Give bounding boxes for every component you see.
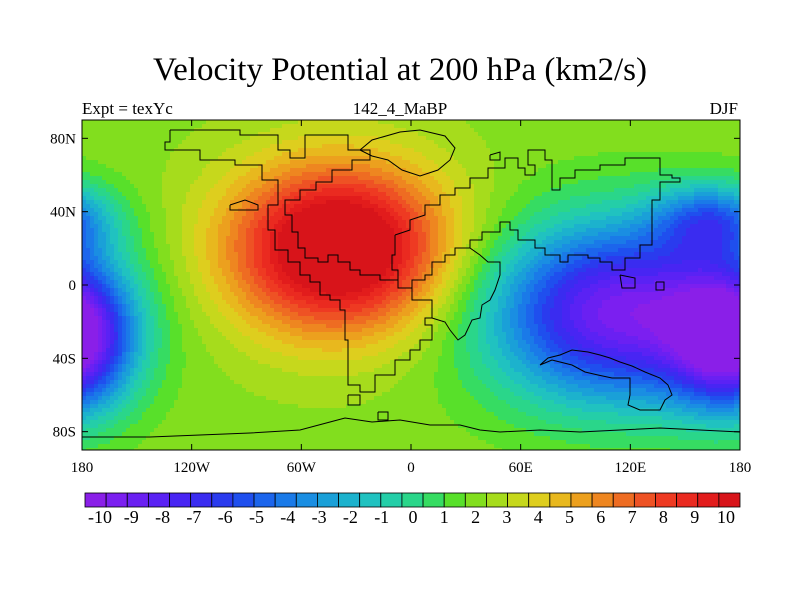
colorbar-swatch <box>295 492 318 508</box>
colorbar-label: 1 <box>440 507 449 527</box>
colorbar-label: 0 <box>409 507 418 527</box>
colorbar-swatch <box>84 492 107 508</box>
colorbar-label: -1 <box>374 507 389 527</box>
colorbar-swatch <box>380 492 403 508</box>
filled-contour-field <box>82 120 740 450</box>
colorbar-swatch <box>718 492 741 508</box>
island-outline-b <box>229 199 259 211</box>
island-outline-e <box>377 411 389 421</box>
colorbar-swatch <box>570 492 593 508</box>
island-outline-a <box>489 151 501 161</box>
island-outline-d <box>655 281 665 291</box>
season-label: DJF <box>709 99 738 118</box>
eurasia-africa-outline <box>391 149 681 289</box>
colorbar-swatch <box>486 492 508 508</box>
colorbar-swatch <box>232 492 255 508</box>
colorbar-swatch <box>105 492 128 508</box>
colorbar-swatch <box>464 492 487 508</box>
greenland-outline <box>359 129 456 177</box>
colorbar-swatch <box>211 492 234 508</box>
colorbar-label: -3 <box>312 507 327 527</box>
colorbar-label: 3 <box>502 507 511 527</box>
y-tick-label: 80N <box>50 131 76 147</box>
y-tick-label: 80S <box>53 425 76 441</box>
colorbar-swatch <box>591 492 614 508</box>
y-tick-label: 40N <box>50 205 76 221</box>
map-title: Velocity Potential at 200 hPa (km2/s) <box>152 52 648 88</box>
experiment-label: Expt = texYc <box>82 99 173 118</box>
x-tick-label: 180 <box>729 460 752 476</box>
colorbar-swatch <box>633 492 656 508</box>
colorbar-swatch <box>274 492 297 508</box>
colorbar-swatch <box>697 492 720 508</box>
colorbar-label: -7 <box>186 507 201 527</box>
antarctica-outline <box>82 417 740 438</box>
colorbar-swatch <box>169 492 192 508</box>
x-tick-label: 120W <box>173 460 211 476</box>
y-axis-ticks: 80N 40N 0 40S 80S <box>50 131 740 441</box>
x-tick-label: 0 <box>407 460 415 476</box>
colorbar-label: 6 <box>596 507 605 527</box>
island-outline-f <box>347 394 361 406</box>
colorbar-label: -6 <box>218 507 233 527</box>
colorbar-swatch <box>549 492 572 508</box>
colorbar-swatch <box>338 492 361 508</box>
island-outline-c <box>619 274 636 289</box>
colorbar-swatch <box>422 492 445 508</box>
colorbar-swatch <box>401 492 424 508</box>
colorbar-label: -5 <box>249 507 264 527</box>
colorbar-label: 4 <box>534 507 543 527</box>
colorbar-swatch <box>359 492 382 508</box>
y-tick-label: 0 <box>69 278 77 294</box>
colorbar-label: 7 <box>628 507 637 527</box>
colorbar-swatch <box>253 492 276 508</box>
colorbar-swatch <box>443 492 466 508</box>
australia-outline <box>539 349 673 411</box>
colorbar-swatch <box>147 492 170 508</box>
colorbar-label: 2 <box>471 507 480 527</box>
colorbar-label: -10 <box>88 507 112 527</box>
x-tick-label: 120E <box>614 460 646 476</box>
colorbar-swatch <box>676 492 699 508</box>
x-axis-ticks: 180 120W 60W 0 60E 120E 180 <box>71 120 752 476</box>
colorbar-label: -9 <box>124 507 139 527</box>
colorbar-swatch <box>317 492 339 508</box>
colorbar-label: 9 <box>690 507 699 527</box>
x-tick-label: 60W <box>287 460 317 476</box>
y-tick-label: 40S <box>53 351 76 367</box>
colorbar-label: 10 <box>717 507 735 527</box>
colorbar-label: -4 <box>280 507 295 527</box>
colorbar-label: -8 <box>155 507 170 527</box>
colorbar-label: 8 <box>659 507 668 527</box>
x-tick-label: 60E <box>509 460 533 476</box>
colorbar-label: -2 <box>343 507 358 527</box>
colorbar-swatch <box>528 492 551 508</box>
colorbar-swatch <box>612 492 635 508</box>
colorbar-swatch <box>126 492 149 508</box>
continent-outlines <box>82 129 740 438</box>
case-label: 142_4_MaBP <box>352 99 448 118</box>
colorbar-swatch <box>190 492 213 508</box>
colorbar-swatch <box>507 492 530 508</box>
x-tick-label: 180 <box>71 460 94 476</box>
colorbar: -10 -9 -8 -7 -6 -5 -4 -3 -2 -1 0 1 2 3 4 5 6 7 8 9 10 <box>84 492 741 527</box>
africa-outline <box>431 247 501 341</box>
colorbar-label: 5 <box>565 507 574 527</box>
colorbar-swatch <box>655 492 678 508</box>
